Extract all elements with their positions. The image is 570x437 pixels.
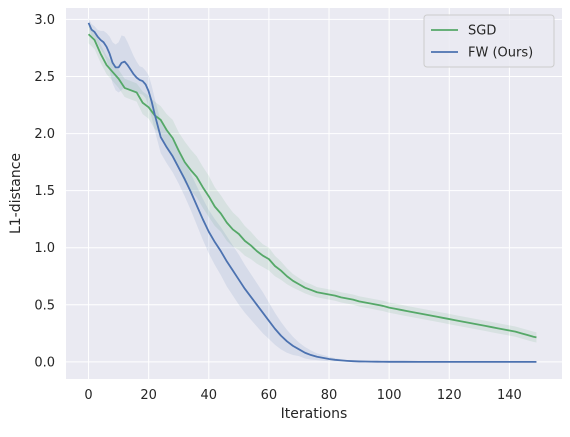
y-tick-label: 0.5	[34, 298, 55, 313]
x-tick-label: 80	[321, 388, 338, 403]
x-tick-labels: 0 20 40 60 80 100 120 140	[84, 388, 521, 403]
legend-label-sgd: SGD	[468, 24, 496, 39]
x-tick-label: 140	[497, 388, 522, 403]
y-tick-labels: 0.0 0.5 1.0 1.5 2.0 2.5 3.0	[34, 13, 55, 370]
y-tick-label: 3.0	[34, 13, 55, 28]
series-lines	[87, 22, 537, 363]
y-tick-label: 1.5	[34, 184, 55, 199]
x-tick-label: 0	[84, 388, 92, 403]
grid	[66, 8, 562, 379]
legend: SGD FW (Ours)	[423, 14, 555, 68]
y-tick-label: 2.5	[34, 70, 55, 85]
x-axis-label: Iterations	[281, 406, 348, 422]
series-line-sgd	[87, 33, 537, 339]
x-tick-label: 40	[201, 388, 218, 403]
series-line-fw	[87, 22, 537, 363]
x-tick-label: 20	[140, 388, 157, 403]
x-tick-label: 120	[437, 388, 462, 403]
y-tick-label: 0.0	[34, 355, 55, 370]
legend-box	[423, 14, 555, 68]
x-tick-label: 60	[261, 388, 278, 403]
y-axis-label: L1-distance	[8, 153, 24, 234]
x-tick-label: 100	[377, 388, 402, 403]
y-tick-label: 2.0	[34, 127, 55, 142]
legend-label-fw: FW (Ours)	[468, 46, 533, 61]
y-tick-label: 1.0	[34, 241, 55, 256]
